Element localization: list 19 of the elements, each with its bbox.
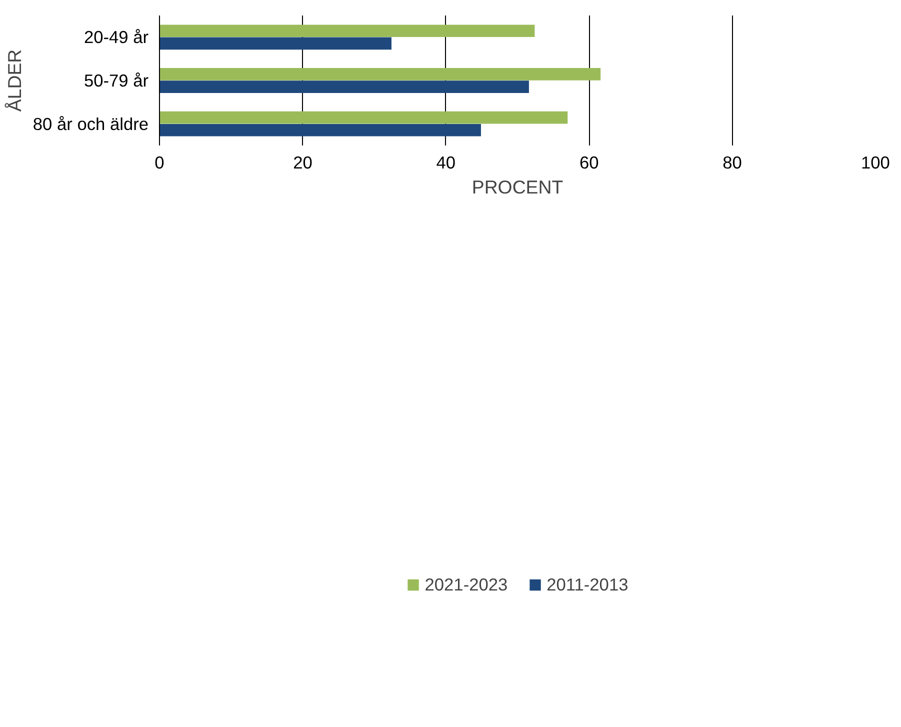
y-axis-title: ÅLDER [4,49,25,112]
x-tick-label: 20 [293,152,312,172]
legend-label: 2021-2023 [424,574,508,596]
x-tick-label: 80 [722,152,742,172]
y-tick-label: 20-49 år [84,27,149,48]
bar [160,24,535,38]
x-tick-label: 0 [154,152,164,172]
bar [160,80,529,93]
bar [160,37,392,50]
y-tick-label: 50-79 år [84,70,149,90]
x-axis-title: PROCENT [472,176,564,198]
bar [160,111,568,124]
x-tick-label: 100 [861,152,890,172]
bar [160,68,601,80]
x-tick-label: 60 [579,152,599,172]
legend-label: 2011-2013 [546,574,628,596]
y-tick-label: 80 år och äldre [32,114,149,134]
x-tick-label: 40 [436,152,456,172]
bar [160,124,481,136]
